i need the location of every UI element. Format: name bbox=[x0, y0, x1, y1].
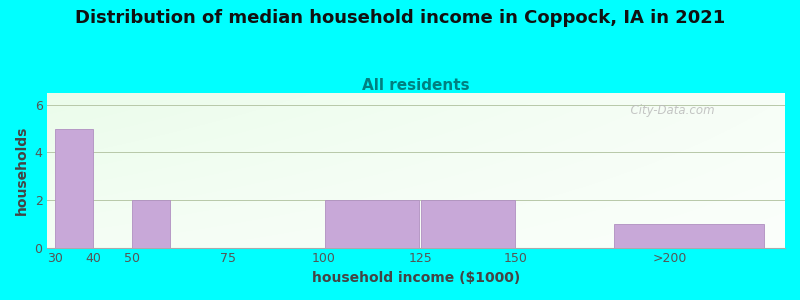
Bar bbox=[421, 200, 515, 248]
X-axis label: household income ($1000): household income ($1000) bbox=[312, 271, 520, 285]
Y-axis label: households: households bbox=[15, 126, 29, 215]
Text: City-Data.com: City-Data.com bbox=[622, 104, 714, 117]
Bar bbox=[325, 200, 419, 248]
Text: Distribution of median household income in Coppock, IA in 2021: Distribution of median household income … bbox=[75, 9, 725, 27]
Title: All residents: All residents bbox=[362, 78, 470, 93]
Bar bbox=[614, 224, 764, 248]
Bar bbox=[55, 129, 93, 247]
Bar bbox=[132, 200, 170, 248]
